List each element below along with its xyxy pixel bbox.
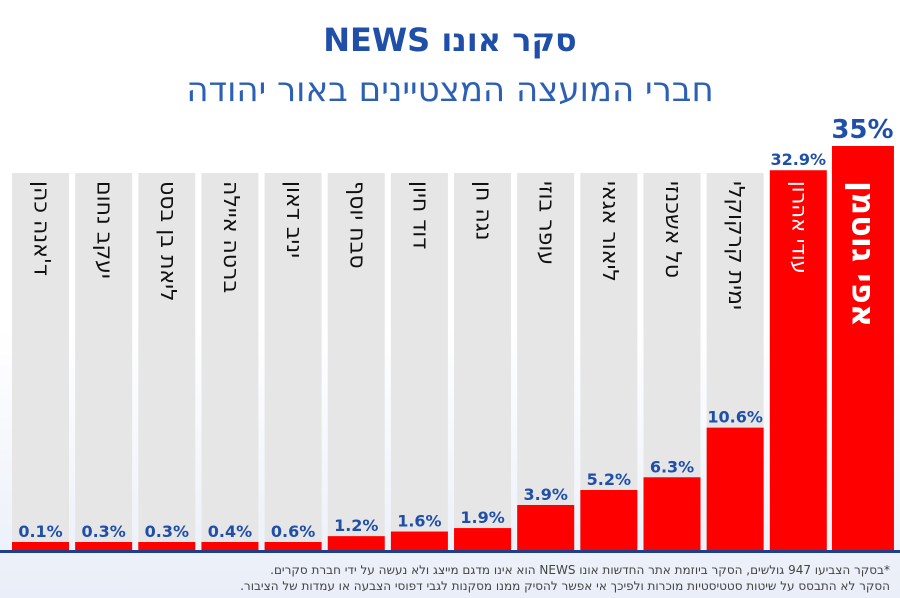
- category-label: עודי אהרון: [787, 181, 811, 274]
- bar: [454, 528, 512, 550]
- bar: [643, 477, 701, 550]
- category-label: דוד חיון: [407, 181, 432, 249]
- column-background: [390, 173, 448, 550]
- bar: [769, 170, 827, 550]
- value-label: 1.9%: [460, 508, 504, 527]
- value-label: 1.2%: [334, 516, 378, 535]
- value-label: 0.6%: [271, 522, 315, 541]
- category-label: טל אשכנזי: [660, 181, 685, 278]
- value-label: 3.9%: [524, 485, 568, 504]
- category-label: ברטה איילה: [218, 181, 243, 293]
- value-label: 0.3%: [145, 522, 189, 541]
- bar: [580, 489, 638, 550]
- category-label: ליאת בן בסט: [155, 181, 180, 302]
- column-background: [517, 173, 575, 550]
- value-label: 10.6%: [707, 408, 763, 427]
- value-label: 32.9%: [771, 150, 827, 169]
- bar: [327, 536, 385, 550]
- value-label: 0.1%: [18, 522, 62, 541]
- bar: [201, 542, 259, 550]
- column-background: [138, 173, 196, 550]
- category-label: ליאור אגאי: [597, 181, 622, 282]
- value-label: 0.3%: [81, 522, 125, 541]
- value-label: 1.6%: [397, 512, 441, 531]
- value-label: 6.3%: [650, 457, 694, 476]
- footnote-line-2: הסקר לא התבסס על שיטות סטטיסטיות מוכרות …: [240, 579, 890, 593]
- chart-baseline: [0, 550, 900, 553]
- value-label: 0.4%: [208, 522, 252, 541]
- category-label: ד'אנה כהן: [29, 181, 54, 276]
- column-background: [454, 173, 512, 550]
- bar: [706, 427, 764, 550]
- page-subtitle: חברי המועצה המצטיינים באור יהודה: [186, 70, 714, 110]
- bar: [390, 531, 448, 550]
- bar: [517, 504, 575, 550]
- column-background: [264, 173, 322, 550]
- category-label: אפי גוטמן: [844, 181, 882, 327]
- category-label: ימית קרקוקלי: [723, 181, 748, 310]
- page-title: סקר אונו NEWS: [323, 21, 577, 59]
- bar: [12, 542, 69, 550]
- column-background: [327, 173, 385, 550]
- category-label: נגה חן: [471, 181, 496, 241]
- category-label: יעקב נחום: [92, 181, 117, 279]
- category-label: יניב דאון: [281, 181, 306, 258]
- footnote-line-1: *בסקר הצביעו 947 גולשים, הסקר ביוזמת אתר…: [270, 563, 890, 577]
- value-label: 5.2%: [587, 470, 631, 489]
- category-label: עופר בוזי: [534, 181, 559, 265]
- bar-chart: 0.1% ד'אנה כהן 0.3% יעקב נחום 0.3% ליאת בן בס…: [12, 115, 894, 550]
- bar: [264, 542, 322, 550]
- column-background: [201, 173, 259, 550]
- value-label: 35%: [831, 115, 893, 145]
- column-background: [75, 173, 133, 550]
- bar: [138, 542, 196, 550]
- bar: [75, 542, 133, 550]
- column-background: [12, 173, 69, 550]
- category-label: סבח יוסף: [344, 181, 369, 269]
- bar: [831, 146, 894, 550]
- column-background: [580, 173, 638, 550]
